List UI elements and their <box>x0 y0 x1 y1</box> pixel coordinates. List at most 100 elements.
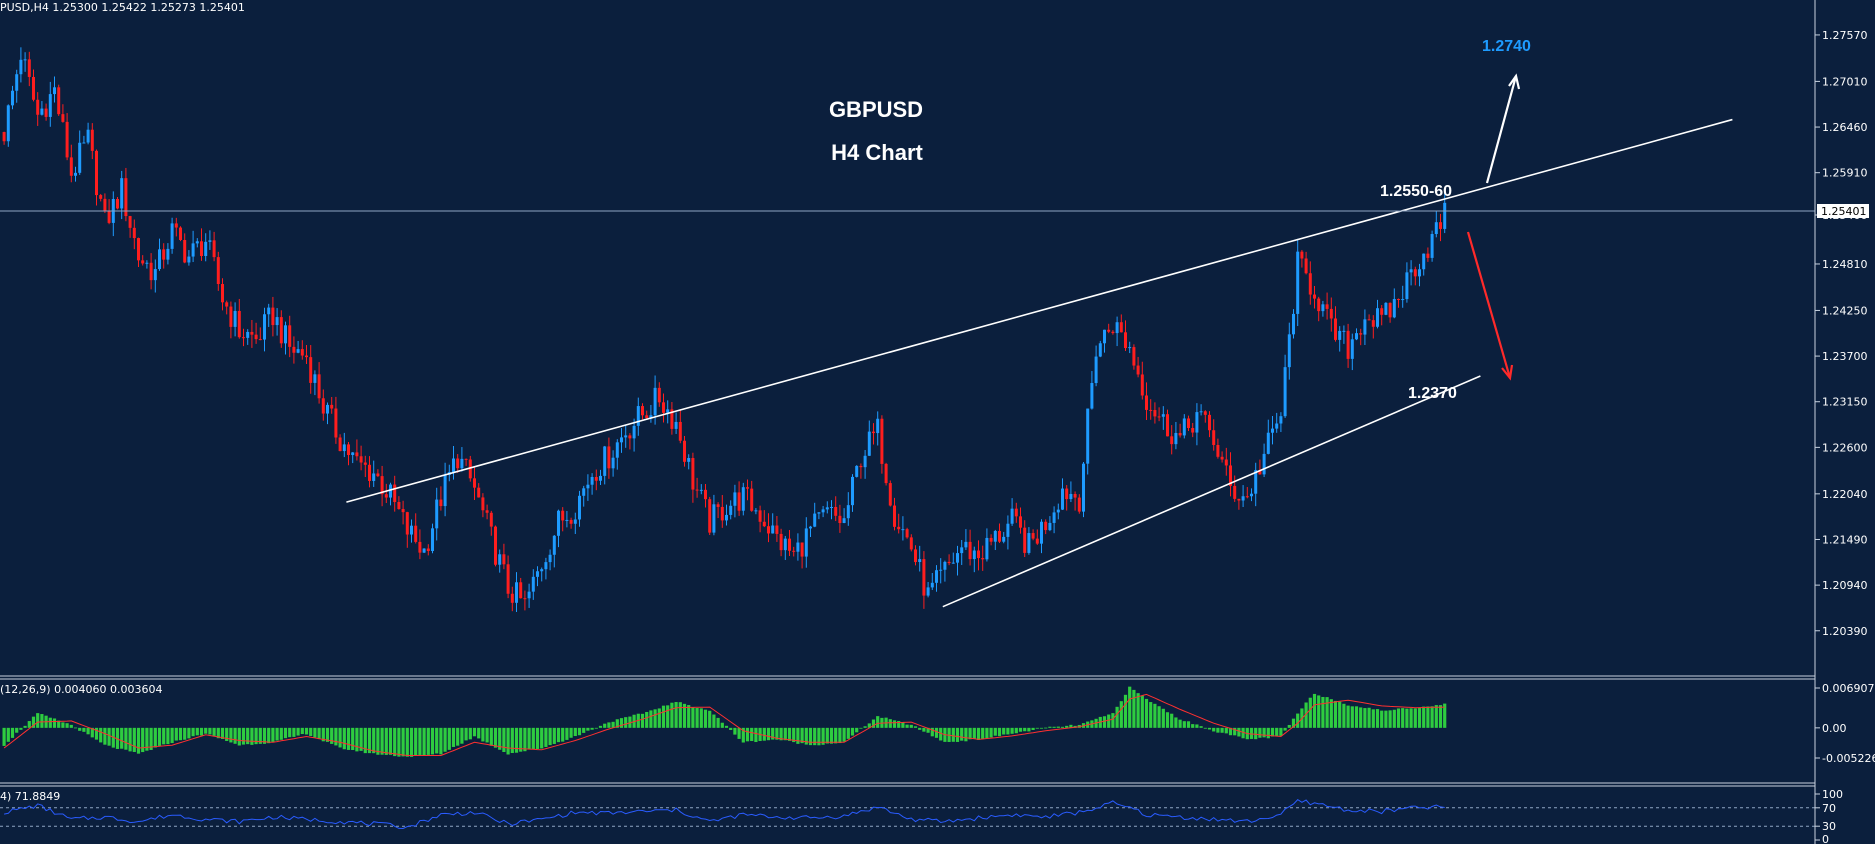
candle-body <box>439 499 443 507</box>
macd-bar <box>246 727 250 745</box>
candle-body <box>221 284 224 303</box>
macd-bar <box>250 727 254 745</box>
candle-body <box>968 541 972 560</box>
candle-body <box>1187 418 1190 429</box>
macd-bar <box>489 727 493 746</box>
candle-body <box>557 510 560 536</box>
macd-bar <box>523 727 527 752</box>
candle-body <box>565 519 569 521</box>
macd-bar <box>838 727 842 744</box>
rsi-tick-label: 0 <box>1822 833 1829 844</box>
candle-body <box>624 435 628 438</box>
candle-body <box>800 542 804 557</box>
candle-body <box>1325 304 1329 309</box>
price-tick-label: 1.21490 <box>1822 533 1868 546</box>
macd-bar <box>351 727 355 751</box>
candle-body <box>531 576 535 592</box>
macd-bar <box>1153 703 1157 728</box>
candle-body <box>804 528 808 557</box>
macd-bar <box>657 708 661 728</box>
macd-bar <box>510 727 514 754</box>
macd-bar <box>86 727 90 735</box>
candle-body <box>540 569 544 572</box>
candle-body <box>1271 428 1274 433</box>
macd-bar <box>1216 727 1220 733</box>
candle-body <box>989 537 993 542</box>
macd-bar <box>989 727 993 738</box>
macd-bar <box>10 727 15 738</box>
candle-body <box>334 408 338 438</box>
candle-body <box>960 547 964 554</box>
macd-bar <box>136 727 141 754</box>
candle-body <box>1031 533 1035 539</box>
candle-body <box>359 456 363 463</box>
candle-body <box>662 402 665 413</box>
macd-histogram <box>2 686 1447 757</box>
macd-bar <box>1203 727 1207 729</box>
macd-panel: (12,26,9) 0.004060 0.003604 <box>0 683 1447 757</box>
macd-bar <box>1186 721 1191 728</box>
macd-bar <box>863 726 867 728</box>
candle-body <box>166 248 170 260</box>
candle-body <box>699 489 703 491</box>
candle-body <box>1224 459 1228 466</box>
macd-bar <box>1128 686 1132 728</box>
candle-body <box>792 550 796 552</box>
candle-body <box>863 455 867 468</box>
macd-bar <box>48 717 52 728</box>
macd-bar <box>304 727 309 735</box>
chart-title-timeframe: H4 Chart <box>831 140 923 165</box>
candle-body <box>632 425 636 439</box>
macd-bar <box>502 727 506 752</box>
candle-body <box>599 475 602 481</box>
candle-body <box>741 487 745 511</box>
macd-bar <box>918 727 922 730</box>
candle-body <box>1308 273 1312 295</box>
macd-bar <box>800 727 804 744</box>
macd-bar <box>565 727 569 740</box>
macd-bar <box>481 727 485 742</box>
candle-body <box>237 310 241 338</box>
macd-bar <box>380 727 384 755</box>
macd-bar <box>598 725 603 728</box>
candle-body <box>615 442 619 458</box>
candle-body <box>351 452 355 456</box>
candle-body <box>1292 313 1295 335</box>
candle-body <box>355 452 359 457</box>
candle-body <box>1229 465 1232 486</box>
candle-body <box>170 223 174 249</box>
candle-body <box>842 518 846 523</box>
candle-body <box>1119 322 1123 333</box>
macd-bar <box>1149 702 1153 728</box>
candle-body <box>817 512 821 514</box>
candle-body <box>174 223 178 228</box>
macd-bar <box>1308 697 1312 728</box>
candle-body <box>69 157 73 176</box>
macd-bar <box>1417 707 1422 728</box>
macd-bar <box>19 727 23 730</box>
macd-bar <box>220 727 225 739</box>
macd-bar <box>1132 689 1136 728</box>
macd-bar <box>548 727 552 746</box>
macd-bar <box>1052 726 1056 728</box>
macd-bar <box>1266 727 1270 739</box>
candle-body <box>1161 414 1165 417</box>
macd-bar <box>1060 726 1065 728</box>
macd-bar <box>1006 727 1010 735</box>
candle-body <box>687 458 691 462</box>
macd-bar <box>846 727 850 739</box>
macd-bar <box>258 727 262 744</box>
macd-bar <box>439 727 443 755</box>
macd-bar <box>708 710 712 728</box>
macd-bar <box>892 720 897 728</box>
macd-bar <box>1430 706 1434 728</box>
candle-body <box>544 562 548 570</box>
macd-bar <box>724 725 729 728</box>
candle-body <box>1098 343 1102 357</box>
macd-bar <box>535 727 540 749</box>
candle-body <box>985 537 989 560</box>
candle-body <box>502 554 506 565</box>
macd-bar <box>964 727 968 742</box>
macd-bar <box>1207 727 1212 730</box>
resistance-label: 1.2550-60 <box>1380 183 1452 200</box>
